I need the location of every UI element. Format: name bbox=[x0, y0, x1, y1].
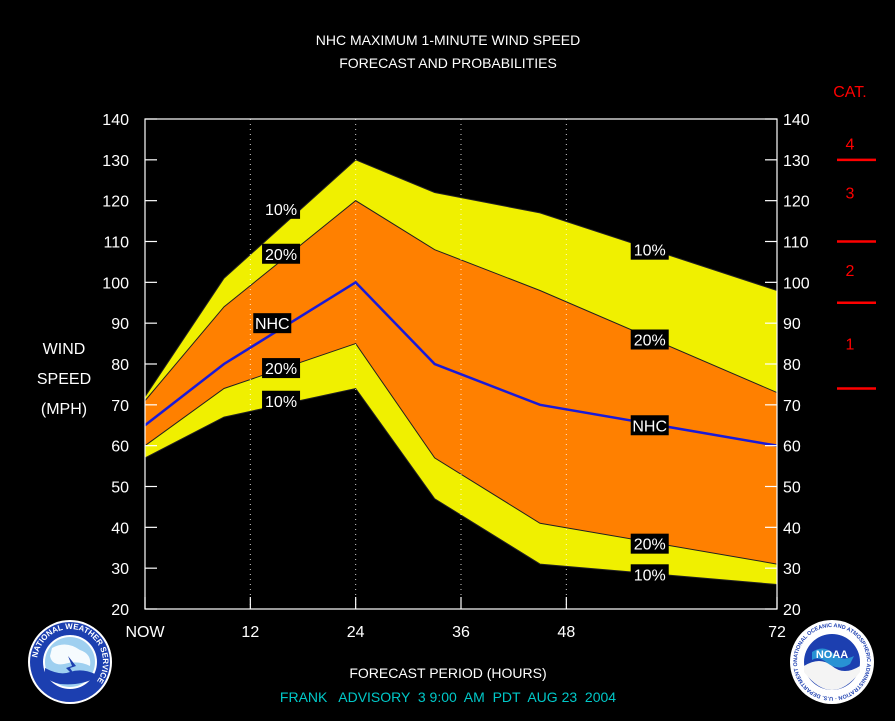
y-tick-label-right: 120 bbox=[783, 194, 810, 211]
x-tick-label: 72 bbox=[768, 624, 786, 641]
chart-title: NHC MAXIMUM 1-MINUTE WIND SPEED bbox=[316, 32, 580, 48]
x-tick-label: 24 bbox=[347, 624, 365, 641]
x-tick-label: NOW bbox=[125, 624, 165, 641]
nws-logo: NATIONAL WEATHER SERVICE bbox=[28, 620, 112, 704]
series-label-box bbox=[630, 329, 669, 350]
x-tick-label: 12 bbox=[241, 624, 259, 641]
nhc-forecast-line bbox=[144, 280, 778, 447]
y-tick-label-left: 50 bbox=[111, 480, 129, 497]
series-label-box bbox=[262, 198, 301, 219]
y-tick-label-left: 70 bbox=[111, 398, 129, 415]
series-label: NHC bbox=[255, 316, 290, 333]
noaa-logo-text: NOAA bbox=[816, 649, 848, 661]
band-edge-upper-20 bbox=[144, 200, 778, 402]
y-tick-label-left: 40 bbox=[111, 520, 129, 537]
x-tick-label: 36 bbox=[452, 624, 470, 641]
y-tick-label-left: 130 bbox=[102, 153, 129, 170]
y-tick-label-left: 140 bbox=[102, 112, 129, 129]
series-label-box bbox=[630, 533, 669, 554]
band-edge-lower-10 bbox=[144, 387, 778, 585]
series-label-box bbox=[253, 313, 292, 334]
series-label-box bbox=[262, 358, 301, 379]
y-tick-label-left: 110 bbox=[103, 235, 129, 252]
series-label-box bbox=[630, 239, 669, 260]
series-label-box bbox=[630, 564, 669, 585]
chart-subtitle: FORECAST AND PROBABILITIES bbox=[339, 55, 557, 71]
series-label-box bbox=[262, 390, 301, 411]
y-tick-label-right: 130 bbox=[783, 153, 810, 170]
y-tick-label-left: 100 bbox=[102, 275, 129, 292]
y-tick-label-left: 80 bbox=[111, 357, 129, 374]
band-edge-upper-10 bbox=[144, 159, 778, 397]
y-tick-label-right: 140 bbox=[783, 112, 810, 129]
noaa-logo: NOAA NATIONAL OCEANIC AND ATMOSPHERIC AD… bbox=[790, 620, 874, 704]
series-label: 10% bbox=[634, 567, 666, 584]
band-20-percent bbox=[145, 200, 777, 565]
category-label-4: 4 bbox=[846, 137, 855, 154]
y-tick-label-right: 60 bbox=[783, 439, 801, 456]
series-label: NHC bbox=[632, 418, 667, 435]
category-label-1: 1 bbox=[846, 337, 855, 354]
series-label: 20% bbox=[634, 333, 666, 350]
y-tick-label-left: 30 bbox=[111, 561, 129, 578]
y-tick-label-right: 90 bbox=[783, 316, 801, 333]
y-tick-label-left: 90 bbox=[111, 316, 129, 333]
category-label-3: 3 bbox=[846, 186, 855, 203]
y-tick-label-right: 50 bbox=[783, 480, 801, 497]
y-tick-label-left: 60 bbox=[111, 439, 129, 456]
series-label: 10% bbox=[265, 202, 297, 219]
x-tick-label: 48 bbox=[557, 624, 575, 641]
series-label-box bbox=[262, 243, 301, 264]
series-label: 10% bbox=[265, 394, 297, 411]
series-label: 20% bbox=[265, 247, 297, 264]
band-edge-lower-20 bbox=[144, 342, 778, 565]
y-tick-label-right: 70 bbox=[783, 398, 801, 415]
y-axis-label-line-1: WIND bbox=[43, 341, 86, 358]
y-tick-label-left: 120 bbox=[102, 194, 129, 211]
series-label: 20% bbox=[265, 361, 297, 378]
y-tick-label-right: 80 bbox=[783, 357, 801, 374]
y-tick-label-right: 110 bbox=[783, 235, 809, 252]
category-label-2: 2 bbox=[846, 263, 855, 280]
series-label: 10% bbox=[634, 243, 666, 260]
y-tick-label-right: 40 bbox=[783, 520, 801, 537]
y-tick-label-right: 100 bbox=[783, 275, 810, 292]
y-tick-label-left: 20 bbox=[111, 602, 129, 619]
category-title: CAT. bbox=[833, 84, 866, 101]
series-label: 20% bbox=[634, 537, 666, 554]
y-axis-label-line-3: (MPH) bbox=[41, 401, 87, 418]
x-axis-label: FORECAST PERIOD (HOURS) bbox=[349, 665, 546, 681]
series-label-box bbox=[630, 415, 669, 436]
advisory-footer: FRANK ADVISORY 3 9:00 AM PDT AUG 23 2004 bbox=[280, 689, 616, 705]
y-axis-label-line-2: SPEED bbox=[37, 371, 91, 388]
y-tick-label-right: 20 bbox=[783, 602, 801, 619]
y-tick-label-right: 30 bbox=[783, 561, 801, 578]
